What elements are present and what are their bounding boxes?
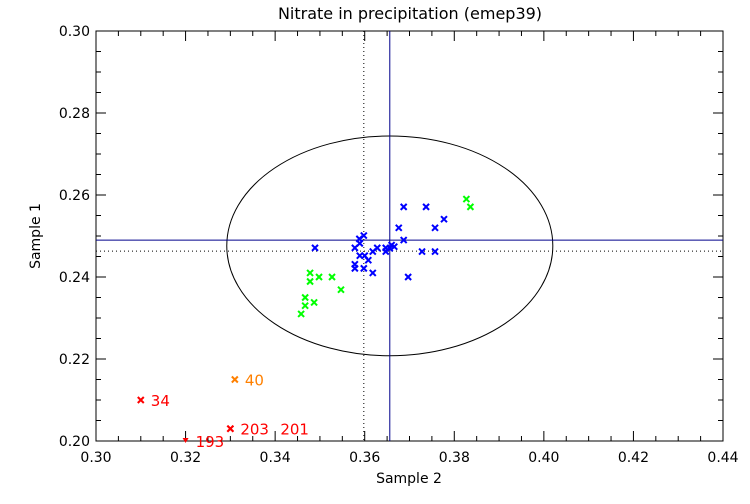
blue-point — [395, 224, 403, 232]
blue-point — [418, 247, 426, 256]
x-tick-label: 0.40 — [528, 450, 559, 466]
outlier-label-201: 201 — [280, 421, 309, 439]
blue-point — [440, 215, 448, 223]
green-point — [306, 277, 314, 286]
y-tick-label: 0.24 — [59, 270, 90, 286]
y-axis-label: Sample 1 — [28, 203, 44, 269]
blue-point — [386, 244, 394, 253]
green-point — [315, 273, 323, 281]
blue-point — [431, 247, 439, 256]
blue-point — [431, 224, 439, 232]
blue-point — [399, 203, 408, 211]
outlier-point-34 — [137, 396, 145, 404]
y-tick-label: 0.20 — [59, 434, 90, 450]
green-point — [466, 203, 475, 211]
x-tick-label: 0.36 — [349, 450, 380, 466]
blue-point — [422, 203, 430, 211]
outlier-label-34: 34 — [151, 392, 170, 410]
x-tick-label: 0.44 — [707, 450, 738, 466]
green-point — [328, 273, 336, 281]
outlier-label-193: 193 — [196, 433, 225, 451]
outlier-point-193 — [182, 438, 189, 443]
green-point — [462, 195, 471, 203]
x-tick-label: 0.34 — [260, 450, 291, 466]
blue-point — [311, 244, 319, 252]
blue-point — [390, 242, 398, 251]
blue-point — [404, 273, 412, 281]
green-point — [301, 293, 309, 302]
plot-frame — [95, 30, 724, 442]
y-tick-label: 0.30 — [59, 24, 90, 40]
blue-point — [360, 264, 368, 273]
axis-ticks: 0.30 0.32 0.34 0.36 0.38 0.40 0.42 0.44 0.20 0.22… — [59, 24, 739, 466]
blue-point — [399, 236, 408, 244]
green-point — [297, 310, 305, 318]
outlier-label-203: 203 — [240, 421, 269, 439]
chart-title: Nitrate in precipitation (emep39) — [278, 4, 542, 23]
outlier-label-40: 40 — [245, 372, 264, 390]
y-tick-label: 0.26 — [59, 188, 90, 204]
outlier-point-40 — [231, 375, 239, 384]
blue-point — [351, 244, 359, 252]
x-tick-label: 0.32 — [170, 450, 201, 466]
blue-point — [369, 247, 377, 256]
green-point — [306, 269, 314, 277]
blue-point — [351, 264, 359, 273]
x-axis-label: Sample 2 — [376, 471, 442, 487]
blue-point — [369, 269, 377, 277]
x-tick-label: 0.30 — [80, 450, 111, 466]
green-point — [301, 301, 309, 310]
green-point — [337, 286, 345, 294]
x-tick-label: 0.38 — [439, 450, 470, 466]
y-tick-label: 0.22 — [59, 352, 90, 368]
x-tick-label: 0.42 — [618, 450, 649, 466]
outlier-point-201 — [226, 424, 235, 433]
blue-point — [364, 256, 373, 264]
green-point — [310, 298, 318, 307]
plot-marks: 34 40 203 201 193 — [96, 31, 723, 451]
y-tick-label: 0.28 — [59, 106, 90, 122]
